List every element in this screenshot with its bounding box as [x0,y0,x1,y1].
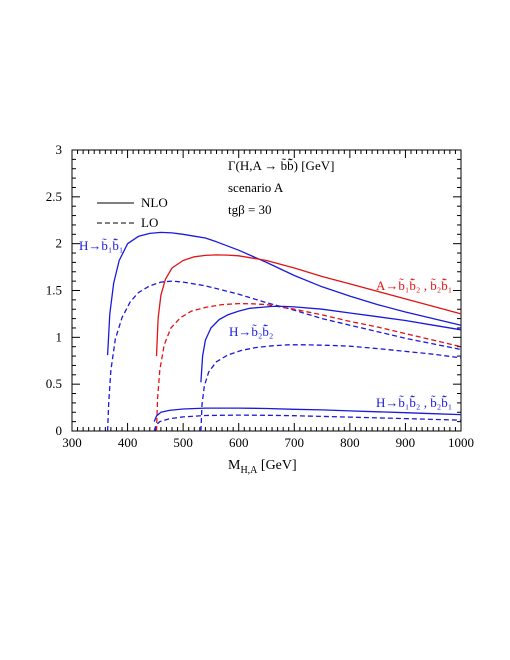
series-line-h_b1b1_nlo [106,231,462,356]
series-group [106,231,462,432]
x-axis-title: MH,A [GeV] [228,458,297,476]
y-tick-label: 3 [56,142,63,157]
x-tick-label: 400 [118,435,138,450]
axis-ticks: 300 400 500 600 700 800 900 1000 0 0.5 1 1.5 2 2.5 3 [46,142,474,450]
y-tick-label: 1.5 [46,283,62,298]
x-tick-label: 500 [173,435,193,450]
x-tick-label: 700 [285,435,305,450]
x-axis-title-main: M [228,458,241,473]
annotation-h-mixed: H→b̃₁b̃̄₂ , b̃₂b̃̄₁ [376,395,452,410]
annotation-a-mixed: A→b̃₁b̃̄₂ , b̃₂b̃̄₁ [376,278,452,293]
x-tick-label: 900 [396,435,416,450]
x-axis-title-unit: [GeV] [257,458,296,473]
x-tick-label: 300 [62,435,82,450]
x-tick-label: 1000 [448,435,474,450]
chart-info-tanb: tgβ = 30 [228,202,272,217]
series-line-h_b2b2_nlo [200,305,462,383]
x-tick-label: 800 [340,435,360,450]
series-line-a_mixed_nlo [155,254,462,357]
legend: NLO LO [97,195,168,230]
series-line-h_mixed_nlo [153,407,462,422]
y-tick-label: 0.5 [46,376,62,391]
legend-lo-label: LO [141,215,158,230]
series-line-h_b1b1_lo [106,280,462,432]
chart-info-title: Γ(H,A → b̃b̃̄) [GeV] [228,158,334,173]
legend-nlo-label: NLO [141,195,168,210]
y-tick-label: 1 [56,329,63,344]
annotation-h-b2b2: H→b̃₂b̃̄₂ [229,324,273,339]
series-line-h_b2b2_lo [200,344,462,432]
x-tick-label: 600 [229,435,249,450]
series-line-h_mixed_lo [153,414,462,432]
series-line-a_mixed_lo [155,302,462,432]
y-tick-label: 0 [56,423,63,438]
chart-info-scenario: scenario A [228,180,284,195]
x-axis-title-sub: H,A [240,465,258,476]
y-tick-label: 2 [56,236,63,251]
y-tick-label: 2.5 [46,189,62,204]
annotation-h-b1b1: H→b̃₁b̃̄₁ [79,238,123,253]
